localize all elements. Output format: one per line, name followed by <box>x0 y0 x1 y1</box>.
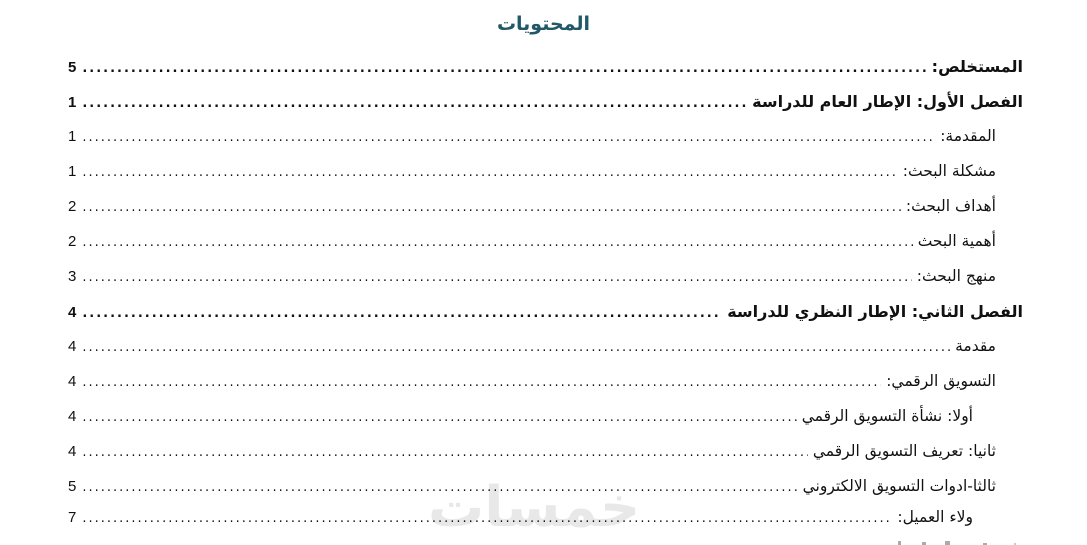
toc-entry[interactable]: مشكلة البحث:............................… <box>68 154 1023 189</box>
toc-entry-label: ثالثا-ادوات التسويق الالكتروني <box>802 477 996 495</box>
dot-leader: ........................................… <box>82 270 911 285</box>
toc-page-number: 4 <box>68 304 77 321</box>
toc-page-number: 1 <box>68 128 77 145</box>
dot-leader: ........................................… <box>82 445 808 460</box>
dot-leader: ........................................… <box>82 480 797 495</box>
clipped-text-fragment <box>898 541 901 545</box>
toc-entry-label: المقدمة: <box>940 127 996 145</box>
clipped-text-fragment <box>945 541 950 545</box>
toc-page-number: 4 <box>68 408 77 425</box>
toc-list: المستخلص:...............................… <box>68 49 1023 534</box>
toc-page-number: 1 <box>68 94 77 111</box>
toc-page-number: 4 <box>68 338 77 355</box>
toc-entry-label: مشكلة البحث: <box>902 162 996 180</box>
dot-leader: ........................................… <box>82 200 901 215</box>
dot-leader: ........................................… <box>82 130 935 145</box>
toc-entry[interactable]: ثالثا-ادوات التسويق الالكتروني..........… <box>68 469 1023 504</box>
dot-leader: ........................................… <box>82 235 912 250</box>
toc-entry-label: أهمية البحث <box>917 232 996 250</box>
toc-entry-label: الفصل الأول: الإطار العام للدراسة <box>752 92 1023 111</box>
toc-entry-label: ثانيا: تعريف التسويق الرقمي <box>812 442 996 460</box>
dot-leader: ........................................… <box>82 306 723 321</box>
toc-entry[interactable]: المستخلص:...............................… <box>68 49 1023 84</box>
toc-entry[interactable]: ولاء العميل:............................… <box>68 504 1023 534</box>
toc-entry[interactable]: منهج البحث:.............................… <box>68 259 1023 294</box>
toc-page-number: 4 <box>68 373 77 390</box>
toc-entry-label: ولاء العميل: <box>897 508 973 526</box>
dot-leader: ........................................… <box>82 61 926 76</box>
toc-entry[interactable]: أهداف البحث:............................… <box>68 189 1023 224</box>
toc-page-number: 2 <box>68 198 77 215</box>
toc-entry[interactable]: المقدمة:................................… <box>68 119 1023 154</box>
toc-page-number: 2 <box>68 233 77 250</box>
toc-entry-label: التسويق الرقمي: <box>886 372 996 390</box>
dot-leader: ........................................… <box>82 340 950 355</box>
toc-page-number: 5 <box>68 59 77 76</box>
dot-leader: ........................................… <box>82 96 748 111</box>
dot-leader: ........................................… <box>82 375 881 390</box>
toc-page-number: 4 <box>68 443 77 460</box>
toc-entry-label: أولا: نشأة التسويق الرقمي <box>801 407 973 425</box>
toc-entry-label: مقدمة <box>955 337 996 355</box>
toc-entry[interactable]: أولا: نشأة التسويق الرقمي...............… <box>68 399 1023 434</box>
toc-entry-label: أهداف البحث: <box>905 197 996 215</box>
khamsat-watermark: خمسات <box>428 475 641 540</box>
dot-leader: ........................................… <box>82 165 898 180</box>
toc-entry[interactable]: ثانيا: تعريف التسويق الرقمي.............… <box>68 434 1023 469</box>
dot-leader: ........................................… <box>82 410 796 425</box>
toc-title: المحتويات <box>496 13 591 35</box>
toc-entry[interactable]: الفصل الثاني: الإطار النظري للدراسة.....… <box>68 294 1023 329</box>
toc-page-number: 3 <box>68 268 77 285</box>
toc-entry-label: منهج البحث: <box>916 267 996 285</box>
toc-page-number: 1 <box>68 163 77 180</box>
toc-entry[interactable]: أهمية البحث.............................… <box>68 224 1023 259</box>
toc-entry[interactable]: مقدمة...................................… <box>68 329 1023 364</box>
toc-entry-label: المستخلص: <box>931 57 1023 76</box>
toc-page-number: 7 <box>68 509 77 526</box>
toc-entry[interactable]: التسويق الرقمي:.........................… <box>68 364 1023 399</box>
toc-entry-label: الفصل الثاني: الإطار النظري للدراسة <box>727 302 1023 321</box>
dot-leader: ........................................… <box>82 511 892 526</box>
toc-entry[interactable]: الفصل الأول: الإطار العام للدراسة.......… <box>68 84 1023 119</box>
toc-page-number: 5 <box>68 478 77 495</box>
